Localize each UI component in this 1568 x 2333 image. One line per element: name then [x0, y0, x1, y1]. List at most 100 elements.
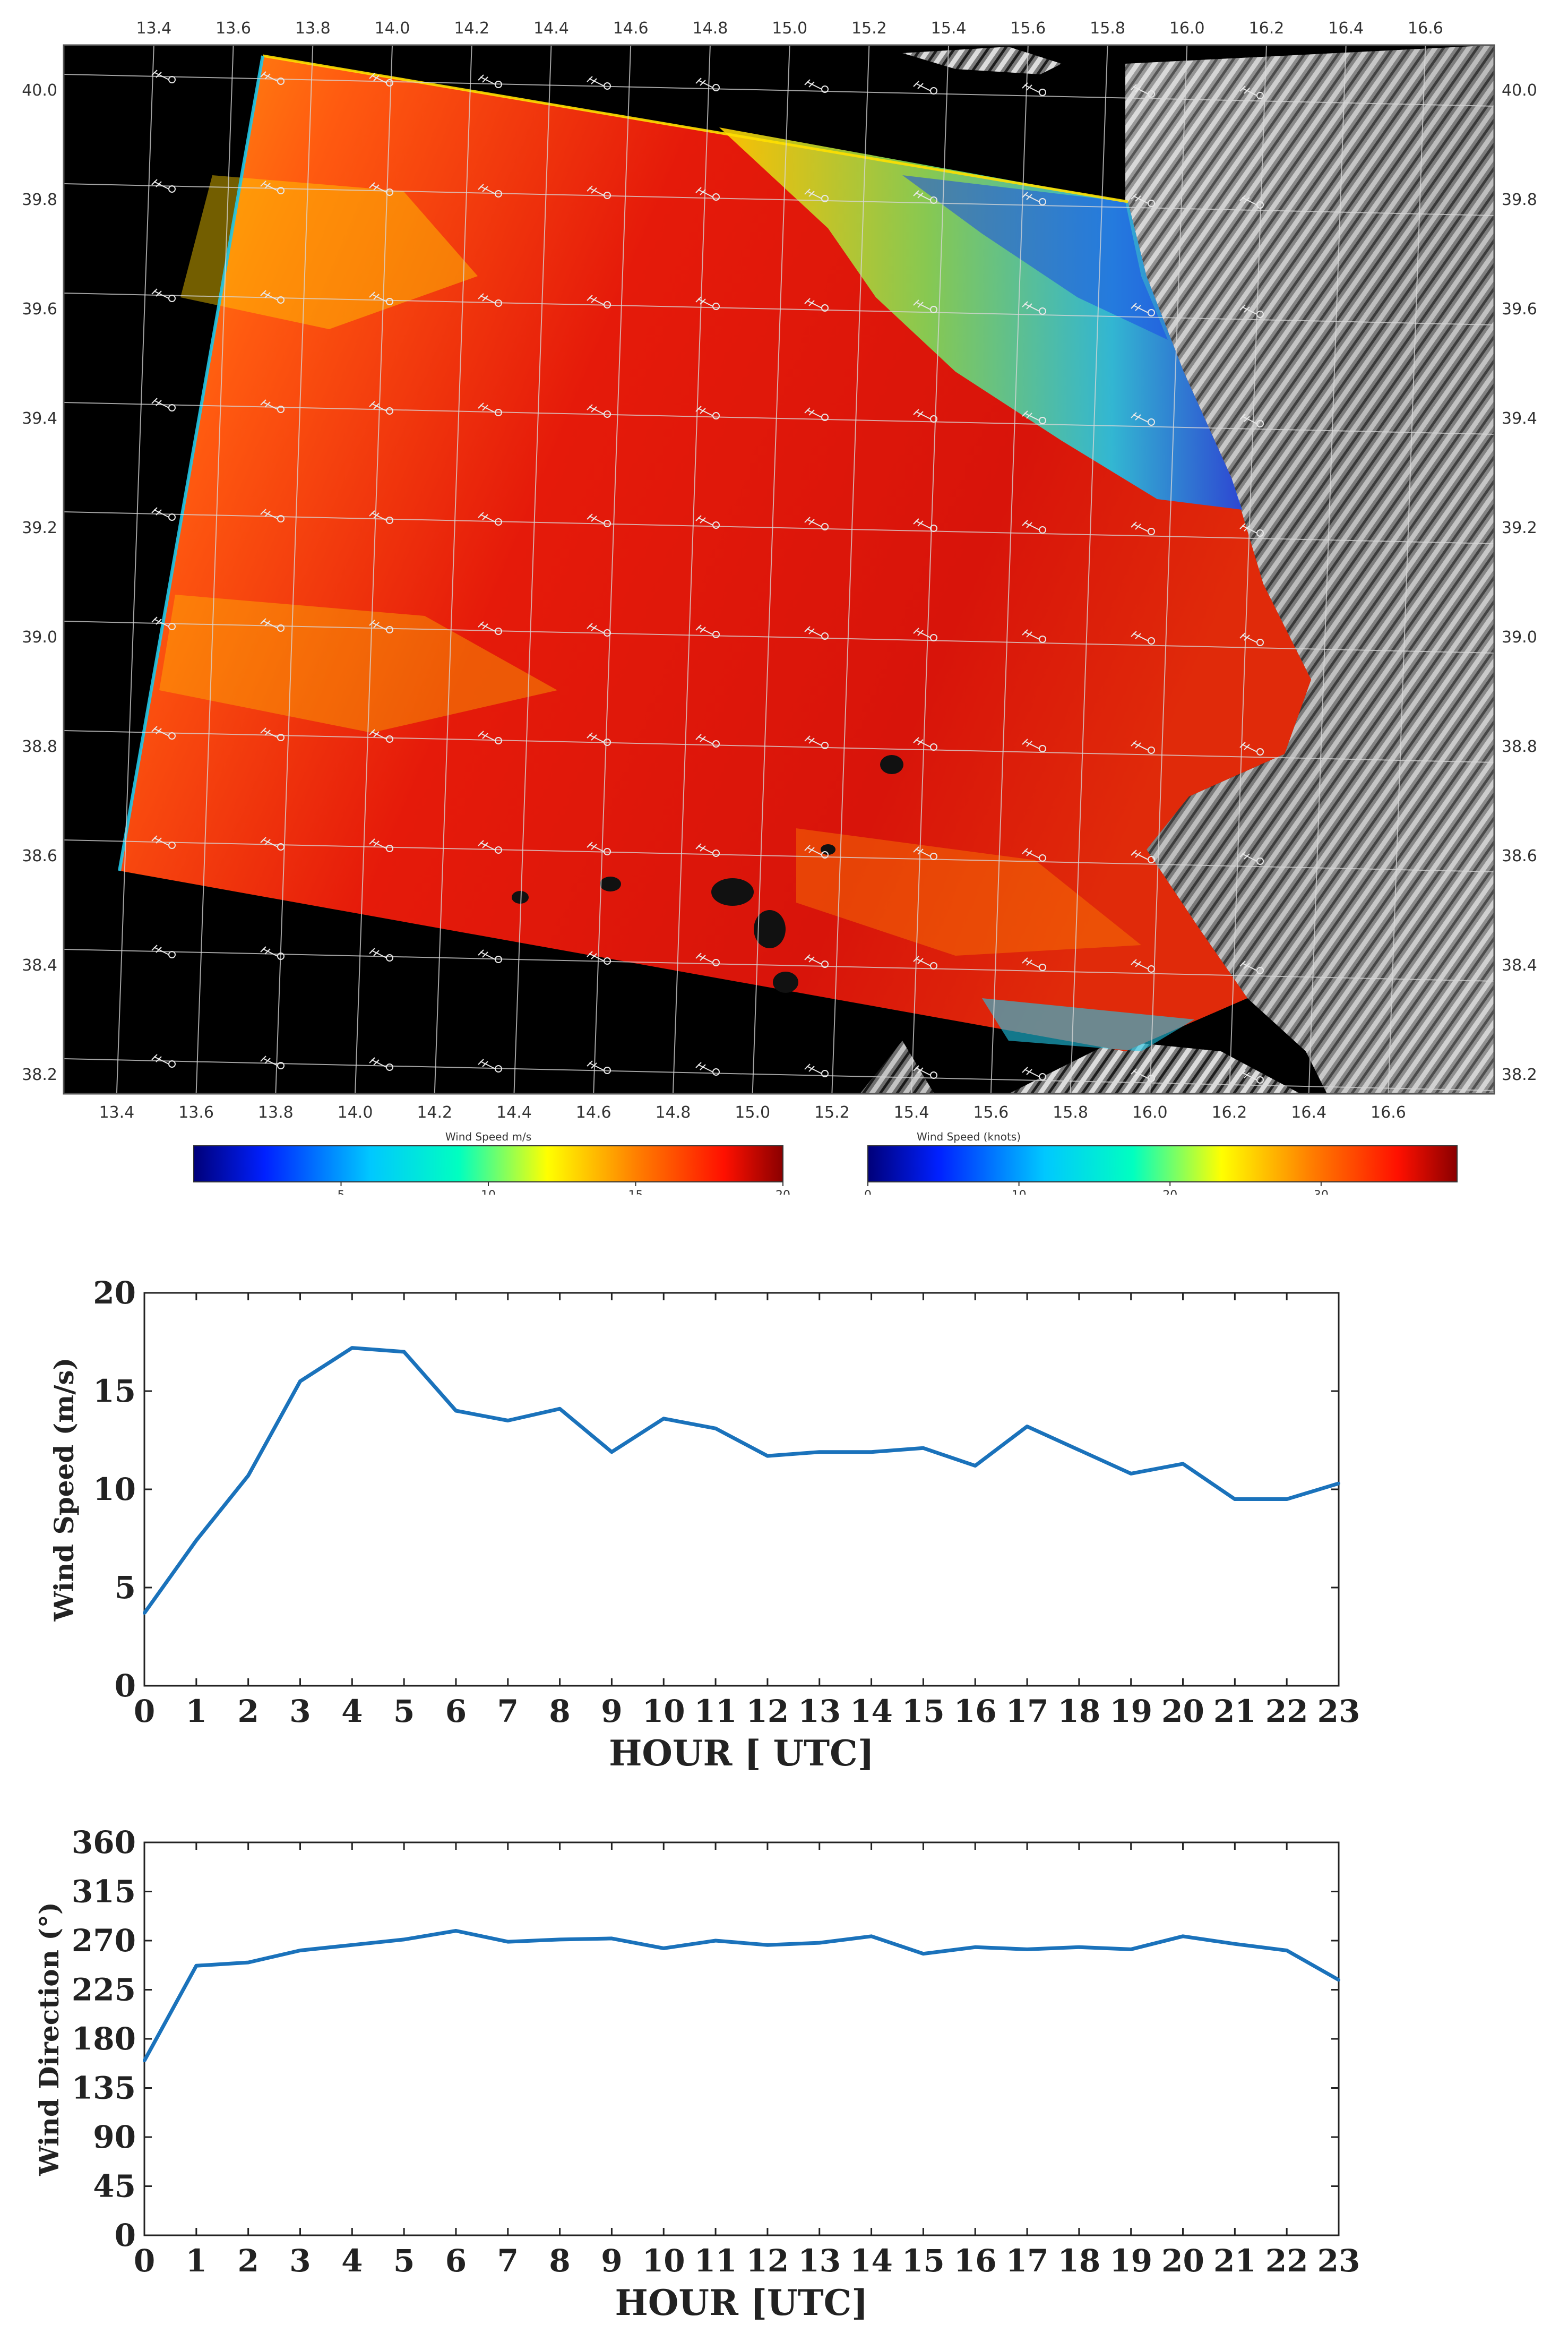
data-point	[558, 1407, 562, 1411]
wind-barb	[1131, 193, 1149, 204]
data-point	[765, 1454, 769, 1458]
y-axis-label: Wind Direction (°)	[33, 1902, 65, 2176]
x-tick-label: 10	[642, 1693, 685, 1729]
lon-grid-line	[1308, 45, 1347, 1094]
lon-tick-bottom: 14.0	[338, 1103, 373, 1122]
wind-barb	[587, 295, 605, 305]
wind-barb	[804, 79, 822, 90]
wind-barb	[804, 188, 822, 199]
wind-barb	[913, 409, 931, 419]
lon-grid-line	[593, 45, 632, 1094]
colorbar-ms: Wind Speed m/s 5 10 15 20	[193, 1130, 790, 1195]
wind-barb	[1131, 631, 1149, 641]
lat-tick-left: 38.6	[22, 847, 57, 865]
lat-tick-right: 38.6	[1502, 847, 1537, 865]
data-point	[921, 1952, 925, 1955]
lon-tick-bottom: 15.4	[894, 1103, 929, 1122]
wind-barb	[369, 401, 387, 411]
lon-grid-line	[513, 45, 552, 1094]
wind-barb	[587, 842, 605, 852]
colorbar-tick-label: 30	[1314, 1189, 1329, 1195]
x-tick-label: 17	[1006, 2243, 1049, 2279]
lon-tick-top: 16.0	[1169, 19, 1205, 38]
wind-barb	[478, 184, 496, 194]
lon-grid-line	[275, 45, 314, 1094]
lon-tick-bottom: 16.2	[1212, 1103, 1247, 1122]
data-point	[350, 1943, 354, 1947]
y-tick-label: 315	[72, 1874, 136, 1910]
lat-tick-left: 38.4	[22, 956, 57, 975]
data-point	[246, 1961, 250, 1965]
wind-barb	[695, 78, 713, 88]
x-tick-label: 22	[1265, 2243, 1308, 2279]
wind-barb	[587, 623, 605, 633]
lat-grid-line	[63, 949, 1495, 982]
data-point	[1285, 1949, 1289, 1952]
lon-tick-bottom: 13.4	[99, 1103, 134, 1122]
lon-grid-line	[1228, 45, 1267, 1094]
lat-tick-right: 39.4	[1502, 409, 1537, 428]
wind-barb	[695, 734, 713, 744]
wind-barb	[260, 1056, 278, 1066]
wind-barb	[1131, 84, 1149, 95]
wind-barb	[913, 846, 931, 857]
wind-barb	[1022, 739, 1040, 749]
wind-barb	[1022, 1067, 1040, 1077]
wind-barb	[1131, 850, 1149, 860]
wind-barb	[804, 1063, 822, 1074]
wind-barb	[478, 402, 496, 413]
x-tick-label: 6	[445, 1693, 467, 1729]
series-line	[143, 1346, 1340, 1615]
sar-wind-speed-map: 13.4 13.6 13.8 14.0 14.2 14.4 14.6 14.8 15.0 15.2…	[22, 19, 1537, 1195]
x-tick-label: 15	[902, 2243, 945, 2279]
y-tick-label: 180	[72, 2021, 136, 2057]
lon-tick-bottom: 14.6	[576, 1103, 611, 1122]
colorbar-tick-label: 15	[628, 1189, 643, 1195]
colorbar-knots: Wind Speed (knots) 0 10 20 30	[864, 1130, 1458, 1195]
data-point	[1129, 1948, 1133, 1951]
lon-tick-bottom: 15.8	[1053, 1103, 1088, 1122]
lon-tick-top: 14.8	[693, 19, 728, 38]
data-point	[1337, 1481, 1340, 1485]
x-tick-label: 21	[1213, 2243, 1256, 2279]
wind-barb	[478, 512, 496, 522]
wind-barb	[913, 737, 931, 748]
lat-lon-grid	[63, 45, 1495, 1094]
lat-tick-right: 39.8	[1502, 191, 1537, 209]
wind-barb	[369, 73, 387, 83]
data-point	[1077, 1945, 1081, 1949]
wind-barb	[478, 74, 496, 85]
wind-barb	[478, 621, 496, 632]
x-tick-label: 12	[746, 1693, 789, 1729]
wind-barb	[1131, 521, 1149, 532]
x-tick-label: 18	[1058, 1693, 1101, 1729]
wind-barb	[695, 624, 713, 635]
wind-barb	[804, 626, 822, 637]
lon-tick-bottom: 16.6	[1371, 1103, 1406, 1122]
lat-tick-right: 38.8	[1502, 737, 1537, 756]
data-point	[714, 1939, 718, 1942]
wind-barb	[1131, 740, 1149, 751]
lon-grid-line	[672, 45, 711, 1094]
wind-barb	[587, 732, 605, 743]
x-tick-label: 18	[1058, 2243, 1101, 2279]
lon-grid-line	[195, 45, 234, 1094]
wind-barb	[913, 81, 931, 91]
land-area	[860, 45, 1494, 1094]
wind-barbs	[151, 70, 1264, 1084]
wind-barb	[1239, 742, 1257, 752]
wind-barb	[1022, 957, 1040, 968]
wind-barb	[587, 1060, 605, 1071]
x-tick-label: 8	[549, 1693, 570, 1729]
lon-tick-top: 16.6	[1408, 19, 1443, 38]
wind-barb	[369, 510, 387, 521]
lon-tick-bottom: 15.6	[973, 1103, 1009, 1122]
wind-barb	[151, 945, 169, 955]
lon-tick-top: 16.2	[1249, 19, 1285, 38]
lat-grid-line	[63, 402, 1495, 435]
x-tick-label: 21	[1213, 1693, 1256, 1729]
wind-barb	[587, 404, 605, 415]
wind-barb	[1022, 520, 1040, 530]
data-point	[1026, 1425, 1029, 1428]
x-tick-label: 20	[1161, 1693, 1204, 1729]
